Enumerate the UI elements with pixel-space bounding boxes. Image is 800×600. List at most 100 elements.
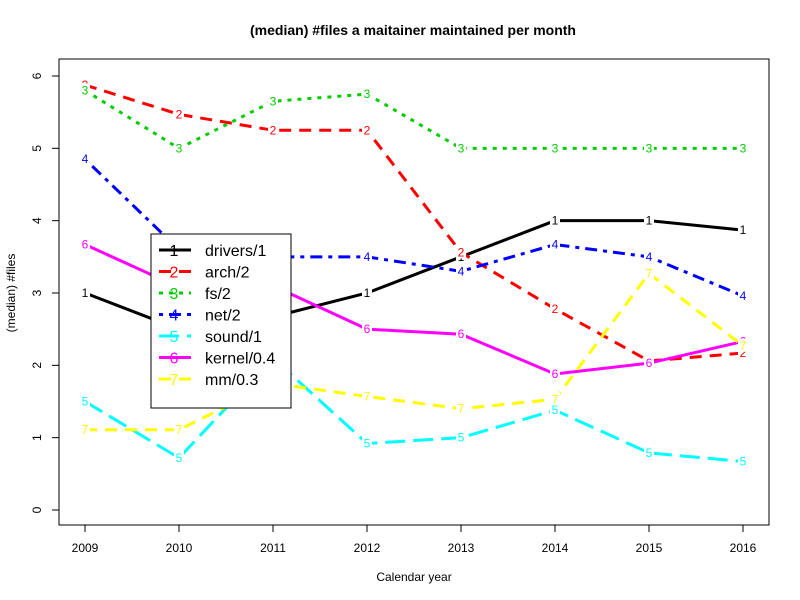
point-marker: 6 xyxy=(364,322,371,336)
y-tick-label: 1 xyxy=(30,434,44,441)
point-marker: 3 xyxy=(270,94,277,108)
series-line xyxy=(84,83,744,363)
point-marker-bg xyxy=(456,401,466,415)
x-axis-label: Calendar year xyxy=(376,570,451,584)
point-marker-bg xyxy=(550,367,560,381)
point-marker-bg xyxy=(644,445,654,459)
point-marker: 7 xyxy=(176,423,183,437)
legend-glyph: 4 xyxy=(170,308,179,325)
point-marker-bg xyxy=(456,141,466,155)
point-marker-bg xyxy=(362,436,372,450)
point-marker-bg xyxy=(456,264,466,278)
point-marker: 5 xyxy=(176,451,183,465)
point-marker: 6 xyxy=(458,327,465,341)
point-marker: 3 xyxy=(646,141,653,155)
y-tick-label: 2 xyxy=(30,362,44,369)
point-marker: 3 xyxy=(458,141,465,155)
point-marker-bg xyxy=(738,141,748,155)
point-marker-bg xyxy=(174,141,184,155)
legend-label: kernel/0.4 xyxy=(205,351,275,368)
point-marker: 2 xyxy=(270,123,277,137)
point-marker: 2 xyxy=(552,302,559,316)
point-marker: 6 xyxy=(552,367,559,381)
point-marker: 3 xyxy=(740,141,747,155)
legend: 1 drivers/1 2 arch/2 3 fs/2 4 net/2 5 sound/1 6 ker… xyxy=(150,233,292,409)
point-marker-bg xyxy=(362,286,372,299)
legend-glyph: 6 xyxy=(170,351,179,368)
y-tick-label: 5 xyxy=(30,145,44,152)
point-marker-bg xyxy=(268,123,278,137)
point-marker-bg xyxy=(456,327,466,341)
point-marker: 5 xyxy=(458,431,465,445)
point-marker-bg xyxy=(80,152,90,166)
point-marker: 1 xyxy=(646,214,653,228)
legend-label: sound/1 xyxy=(205,329,262,346)
x-tick-label: 2011 xyxy=(260,541,286,555)
point-marker: 4 xyxy=(552,238,559,252)
point-marker-bg xyxy=(644,141,654,155)
legend-label: net/2 xyxy=(205,308,241,325)
point-marker-bg xyxy=(644,249,654,263)
point-marker-bg xyxy=(738,338,748,352)
point-marker: 4 xyxy=(364,250,371,264)
y-tick-label: 6 xyxy=(30,72,44,79)
series-line xyxy=(84,355,744,464)
point-marker: 2 xyxy=(458,245,465,259)
point-marker: 1 xyxy=(82,286,89,300)
point-marker: 5 xyxy=(552,403,559,417)
point-marker-bg xyxy=(362,322,372,336)
point-marker-bg xyxy=(738,346,748,360)
point-marker-bg xyxy=(174,450,184,464)
x-tick-label: 2015 xyxy=(636,541,663,555)
x-tick-label: 2010 xyxy=(166,541,193,555)
point-marker: 7 xyxy=(82,423,89,437)
point-marker: 6 xyxy=(646,356,653,370)
x-tick-label: 2012 xyxy=(354,541,381,555)
point-marker-bg xyxy=(174,107,184,121)
point-marker: 3 xyxy=(82,83,89,97)
legend-label: fs/2 xyxy=(205,286,231,303)
point-marker-bg xyxy=(362,123,372,137)
point-marker-bg xyxy=(362,249,372,263)
series-mm: 7 7 7 7 7 7 7 7 xyxy=(80,266,748,437)
legend-label: mm/0.3 xyxy=(205,372,258,389)
point-marker: 5 xyxy=(646,446,653,460)
legend-glyph: 2 xyxy=(170,265,179,282)
y-tick-label: 4 xyxy=(30,217,44,224)
point-marker-bg xyxy=(550,237,560,251)
point-marker: 4 xyxy=(740,289,747,303)
point-marker-bg xyxy=(362,389,372,403)
point-marker: 7 xyxy=(740,339,747,353)
point-marker-bg xyxy=(738,223,748,237)
point-marker: 7 xyxy=(458,402,465,416)
point-marker: 3 xyxy=(176,141,183,155)
point-marker: 1 xyxy=(740,223,747,237)
point-marker-bg xyxy=(362,87,372,101)
legend-box xyxy=(150,233,292,409)
point-marker: 5 xyxy=(82,395,89,409)
point-marker-bg xyxy=(550,392,560,406)
point-marker-bg xyxy=(80,237,90,251)
point-marker-bg xyxy=(738,288,748,302)
point-marker: 7 xyxy=(552,392,559,406)
point-marker-bg xyxy=(174,422,184,436)
point-marker-bg xyxy=(550,301,560,315)
point-marker: 4 xyxy=(458,264,465,278)
point-marker-bg xyxy=(550,403,560,417)
x-tick-label: 2014 xyxy=(542,541,569,555)
point-marker: 2 xyxy=(364,123,371,137)
legend-label: drivers/1 xyxy=(205,243,266,260)
point-marker-bg xyxy=(550,141,560,155)
y-tick-label: 3 xyxy=(30,289,44,296)
point-marker: 5 xyxy=(364,436,371,450)
point-marker: 6 xyxy=(82,238,89,252)
point-marker: 5 xyxy=(740,455,747,469)
point-marker: 7 xyxy=(364,389,371,403)
point-marker: 1 xyxy=(552,214,559,228)
legend-glyph: 3 xyxy=(170,286,179,303)
point-marker-bg xyxy=(456,430,466,444)
x-axis: 2009 2010 2011 2012 2013 2014 2015 2016 xyxy=(72,524,757,555)
point-marker-bg xyxy=(644,356,654,370)
point-marker-bg xyxy=(80,394,90,408)
